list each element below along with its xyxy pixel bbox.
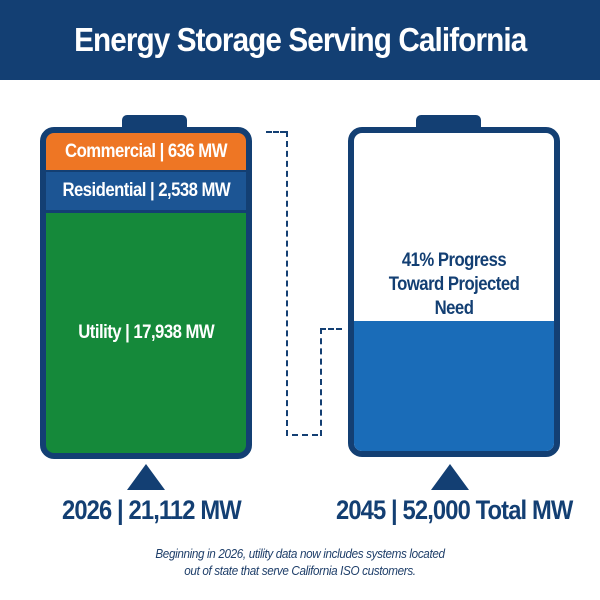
total-2026: 2026 | 21,112 MW: [62, 495, 265, 526]
commercial-segment: Commercial | 636 MW: [46, 133, 246, 170]
residential-segment: Residential | 2,538 MW: [46, 172, 246, 210]
utility-label: Utility | 17,938 MW: [78, 322, 214, 343]
triangle-pointer-icon: [127, 464, 165, 490]
battery-2045-terminal: [416, 115, 481, 129]
connector-dash: [320, 328, 322, 436]
progress-fill: [354, 320, 554, 451]
connector-dash: [286, 131, 288, 436]
header-banner: Energy Storage Serving California: [0, 0, 600, 80]
progress-line-1: 41% Progress: [401, 250, 507, 271]
battery-2045: 41% Progress Toward Projected Need: [348, 127, 560, 457]
footnote: Beginning in 2026, utility data now incl…: [0, 545, 600, 579]
connector-dash: [320, 328, 342, 330]
footnote-line-1: Beginning in 2026, utility data now incl…: [155, 546, 445, 561]
total-2045: 2045 | 52,000 Total MW: [336, 495, 600, 526]
footnote-line-2: out of state that serve California ISO c…: [184, 563, 416, 578]
utility-segment: Utility | 17,938 MW: [46, 213, 246, 453]
page-title: Energy Storage Serving California: [73, 21, 527, 58]
residential-label: Residential | 2,538 MW: [62, 180, 230, 201]
battery-2026: Commercial | 636 MW Residential | 2,538 …: [40, 127, 252, 459]
battery-2026-terminal: [122, 115, 187, 129]
progress-line-3: Need: [434, 298, 474, 319]
connector-dash: [266, 131, 286, 133]
total-2026-label: 2026 | 21,112 MW: [62, 495, 242, 525]
commercial-label: Commercial | 636 MW: [65, 140, 227, 162]
progress-label: 41% Progress Toward Projected Need: [354, 249, 554, 321]
triangle-pointer-icon: [431, 464, 469, 490]
total-2045-label: 2045 | 52,000 Total MW: [336, 495, 573, 525]
connector-dash: [292, 434, 318, 436]
progress-line-2: Toward Projected: [388, 274, 520, 295]
